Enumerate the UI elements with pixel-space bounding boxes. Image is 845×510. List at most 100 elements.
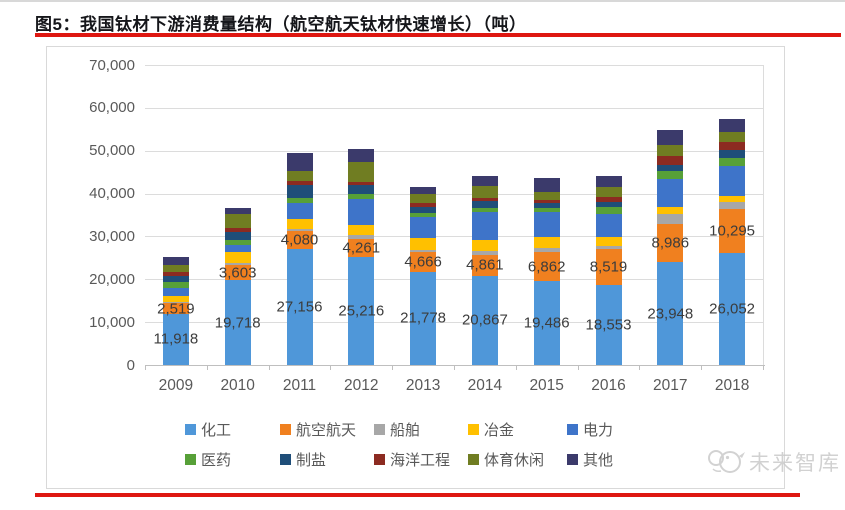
legend-label: 其他 (583, 451, 614, 469)
x-axis-category-label: 2016 (591, 377, 626, 394)
data-label-化工: 20,867 (461, 311, 508, 329)
bar-segment-化工 (224, 280, 251, 365)
bar-segment-航空航天 (286, 231, 313, 249)
bar-segment-制盐 (595, 201, 622, 207)
data-label-化工: 25,216 (338, 302, 385, 320)
data-label-化工: 19,486 (523, 314, 570, 332)
bar-segment-船舶 (533, 247, 560, 253)
legend-swatch-icon (185, 453, 196, 465)
bar-segment-体育休闲 (348, 162, 375, 183)
bar-segment-化工 (533, 281, 560, 365)
bar-segment-制盐 (162, 275, 189, 283)
data-label-化工: 19,718 (214, 314, 261, 332)
bar-segment-制盐 (471, 201, 498, 208)
bar-segment-电力 (286, 202, 313, 219)
bar-segment-化工 (719, 253, 746, 365)
x-axis-tick (763, 366, 764, 370)
legend-item-其他: 其他 (567, 451, 614, 469)
gridline (145, 322, 763, 324)
bar-segment-海洋工程 (162, 272, 189, 276)
gridline (145, 107, 763, 109)
x-axis-category-label: 2010 (220, 377, 255, 394)
gridline (145, 193, 763, 195)
bar-segment-电力 (162, 288, 189, 296)
gridline (145, 279, 763, 281)
bar-segment-制盐 (719, 150, 746, 158)
bar-segment-航空航天 (595, 248, 622, 286)
bar-segment-医药 (719, 157, 746, 166)
bar-segment-海洋工程 (224, 227, 251, 232)
bar-segment-冶金 (657, 207, 684, 214)
bar-segment-船舶 (471, 251, 498, 255)
y-axis-tick-label: 70,000 (89, 56, 135, 74)
bar-segment-海洋工程 (348, 182, 375, 186)
y-axis-tick-label: 20,000 (89, 270, 135, 288)
x-axis-line (145, 365, 765, 366)
x-axis-tick (701, 366, 703, 370)
bar-segment-海洋工程 (410, 203, 437, 207)
bar-segment-医药 (224, 240, 251, 246)
legend-swatch-icon (374, 453, 385, 465)
legend-swatch-icon (374, 423, 385, 435)
legend-swatch-icon (185, 423, 196, 435)
bar-segment-其他 (348, 149, 375, 163)
bar-segment-海洋工程 (595, 196, 622, 202)
bar-segment-冶金 (719, 195, 746, 202)
bar-segment-航空航天 (471, 254, 498, 276)
bar-segment-冶金 (162, 295, 189, 302)
bar-segment-电力 (657, 179, 684, 208)
bar-segment-其他 (719, 118, 746, 132)
bar-segment-冶金 (348, 225, 375, 236)
legend-swatch-icon (468, 453, 479, 465)
bar-segment-船舶 (224, 263, 251, 266)
legend-item-冶金: 冶金 (468, 421, 515, 439)
gridline (145, 150, 763, 152)
legend-label: 海洋工程 (390, 451, 451, 469)
bar-segment-医药 (471, 207, 498, 213)
x-axis-tick (268, 366, 270, 370)
data-label-航空航天: 8,519 (589, 258, 628, 276)
bar-segment-医药 (162, 282, 189, 289)
x-axis-tick (639, 366, 641, 370)
data-label-航空航天: 10,295 (709, 222, 756, 240)
bar-segment-船舶 (719, 201, 746, 210)
watermark-text: 未来智库 (749, 452, 841, 475)
plot-right-border (763, 65, 764, 365)
y-axis-tick-label: 60,000 (89, 99, 135, 117)
bar-segment-制盐 (657, 164, 684, 172)
bar-segment-体育休闲 (471, 186, 498, 198)
legend-label: 冶金 (484, 421, 515, 439)
chart-container: 0 10,000 20,000 30,000 40,000 50,000 60,000 70,… (46, 46, 839, 489)
y-axis-tick-label: 40,000 (89, 185, 135, 203)
page-title: 图5：我国钛材下游消费量结构（航空航天钛材快速增长）（吨） (35, 15, 527, 34)
data-label-化工: 26,052 (709, 300, 756, 318)
x-axis-category-label: 2012 (344, 377, 379, 394)
bar-segment-航空航天 (657, 223, 684, 263)
bar-segment-体育休闲 (224, 214, 251, 228)
legend-label: 体育休闲 (484, 451, 545, 469)
bar-segment-其他 (471, 175, 498, 187)
bar-segment-电力 (410, 216, 437, 239)
legend-swatch-icon (567, 423, 578, 435)
y-axis-tick-label: 0 (126, 356, 135, 374)
bar-segment-海洋工程 (286, 180, 313, 186)
bar-segment-制盐 (533, 203, 560, 208)
bar-segment-制盐 (348, 185, 375, 195)
bar-segment-电力 (595, 214, 622, 237)
bar-segment-航空航天 (348, 238, 375, 257)
bar-segment-电力 (533, 212, 560, 238)
watermark: 未来智库 (705, 447, 841, 477)
bar-segment-化工 (286, 248, 313, 365)
bar-segment-冶金 (471, 240, 498, 252)
legend-swatch-icon (468, 423, 479, 435)
legend-label: 医药 (201, 451, 232, 469)
bar-segment-船舶 (410, 249, 437, 252)
legend-item-化工: 化工 (185, 421, 231, 439)
bar-segment-船舶 (595, 245, 622, 249)
bar-segment-化工 (595, 285, 622, 365)
legend-swatch-icon (567, 453, 578, 465)
bar-segment-冶金 (286, 218, 313, 229)
bar-segment-体育休闲 (162, 264, 189, 273)
x-axis-category-label: 2015 (529, 377, 564, 394)
data-label-航空航天: 8,986 (651, 234, 690, 252)
